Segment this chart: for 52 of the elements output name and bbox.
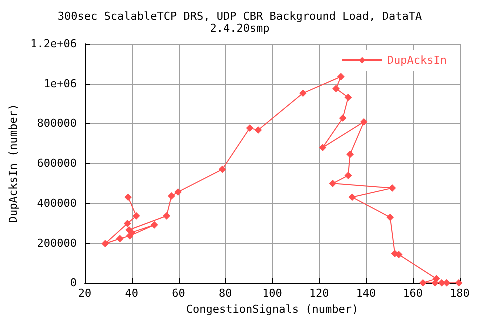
- x-tick-label: 60: [172, 287, 186, 300]
- chart-subtitle: 2.4.20smp: [210, 22, 270, 35]
- point: [432, 280, 439, 287]
- point: [116, 235, 124, 242]
- x-tick-label: 100: [262, 287, 282, 300]
- x-tick-label: 80: [219, 287, 232, 300]
- legend-label: DupAcksIn: [387, 54, 448, 67]
- point: [346, 151, 354, 158]
- x-tick-label: 40: [125, 287, 138, 300]
- point: [124, 220, 132, 228]
- point: [344, 172, 352, 180]
- point: [340, 114, 347, 122]
- point: [151, 222, 158, 229]
- y-tick-label: 800000: [37, 117, 77, 130]
- point: [438, 280, 446, 287]
- x-tick-label: 140: [356, 287, 376, 300]
- x-tick-label: 160: [403, 287, 424, 300]
- point: [360, 118, 368, 126]
- y-tick-label: 200000: [37, 236, 77, 250]
- chart-title: 300sec ScalableTCP DRS, UDP CBR Background Load, DataTA: [58, 10, 422, 23]
- y-tick-label: 600000: [37, 157, 77, 170]
- point: [168, 192, 176, 200]
- y-tick-label: 400000: [37, 196, 77, 210]
- point: [389, 184, 396, 192]
- point: [124, 194, 132, 201]
- point: [219, 166, 226, 174]
- x-tick-label: 120: [309, 287, 330, 300]
- point: [133, 212, 140, 220]
- y-axis-title: DupAcksIn (number): [7, 104, 20, 224]
- point: [254, 126, 262, 134]
- point: [348, 194, 356, 201]
- x-axis-title: CongestionSignals (number): [186, 303, 359, 316]
- point: [386, 214, 394, 222]
- y-tick-label: 1.2e+06: [30, 38, 77, 50]
- point: [338, 73, 345, 80]
- point: [102, 240, 109, 248]
- point: [396, 251, 403, 258]
- point: [319, 144, 326, 152]
- point: [246, 124, 254, 132]
- y-tick-label: 1e+06: [44, 77, 77, 90]
- point: [344, 94, 352, 102]
- y-tick-label: 0: [70, 276, 77, 290]
- x-tick-label: 180: [450, 287, 470, 300]
- point: [126, 226, 133, 234]
- point: [300, 90, 307, 97]
- x-tick-label: 20: [78, 287, 92, 300]
- point: [420, 280, 427, 287]
- point: [329, 180, 336, 188]
- point: [163, 212, 170, 220]
- point: [332, 85, 340, 92]
- point: [174, 188, 182, 196]
- point: [443, 280, 450, 287]
